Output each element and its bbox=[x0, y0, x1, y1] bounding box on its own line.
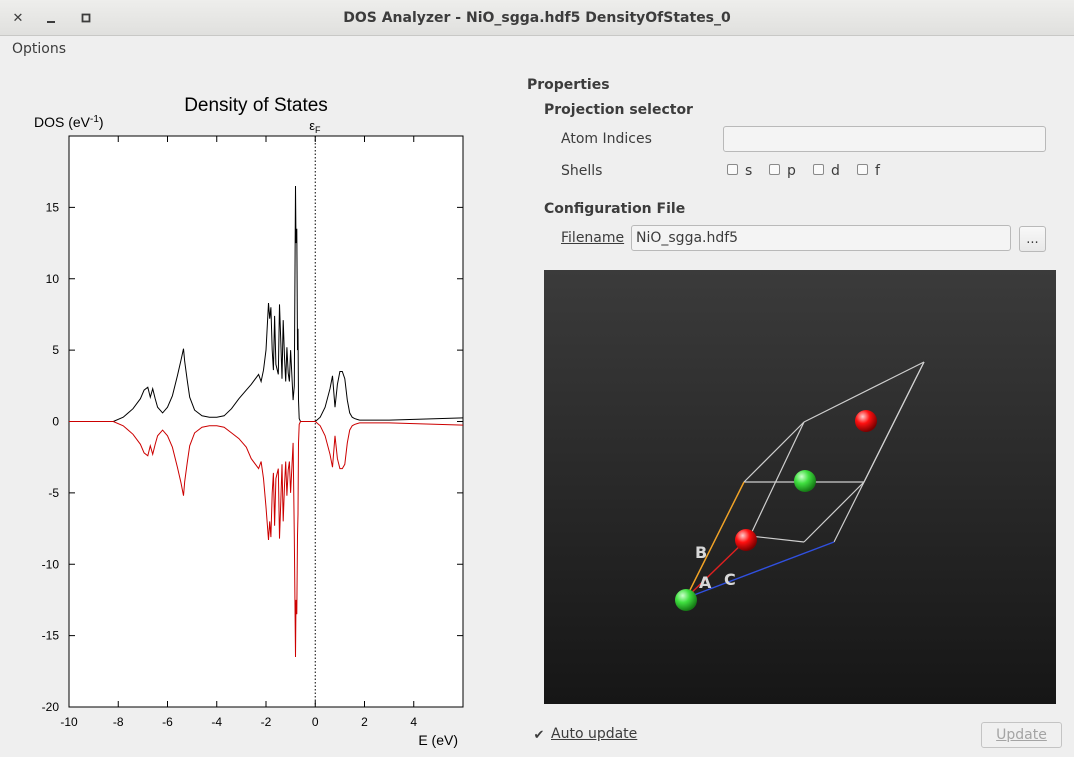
x-tick-label: 2 bbox=[361, 715, 368, 729]
o-atom bbox=[855, 410, 877, 432]
o-atom bbox=[735, 529, 757, 551]
shell-p-label: p bbox=[787, 163, 796, 179]
shells-label: Shells bbox=[561, 163, 603, 179]
y-tick-label: 10 bbox=[46, 272, 60, 286]
menu-bar: Options bbox=[0, 37, 1074, 63]
shell-d-checkbox[interactable] bbox=[813, 164, 824, 175]
cell-edge bbox=[749, 535, 805, 543]
window-title: DOS Analyzer - NiO_sgga.hdf5 DensityOfSt… bbox=[343, 10, 731, 26]
close-icon[interactable]: ✕ bbox=[12, 10, 24, 26]
x-tick-label: -2 bbox=[261, 715, 272, 729]
configuration-file-title: Configuration File bbox=[544, 201, 686, 217]
cell-edge bbox=[749, 421, 805, 537]
properties-title: Properties bbox=[527, 77, 610, 93]
y-tick-label: -20 bbox=[42, 700, 60, 714]
cell-edge bbox=[743, 421, 805, 483]
x-tick-label: -6 bbox=[162, 715, 173, 729]
title-bar: ✕ DOS Analyzer - NiO_sgga.hdf5 DensityOf… bbox=[0, 0, 1074, 36]
minimize-glyph-icon bbox=[47, 21, 55, 23]
structure-canvas: B A C bbox=[675, 361, 925, 611]
y-tick-label: 0 bbox=[52, 415, 59, 429]
ni-atom bbox=[675, 589, 697, 611]
dos-chart[interactable]: Density of States DOS (eV-1) εF E (eV) -… bbox=[0, 84, 500, 757]
filename-input[interactable] bbox=[631, 225, 1011, 251]
x-tick-label: -8 bbox=[113, 715, 124, 729]
update-button-label: Update bbox=[996, 727, 1047, 743]
fermi-label: εF bbox=[309, 118, 321, 135]
shell-s-checkbox[interactable] bbox=[727, 164, 738, 175]
projection-selector-title: Projection selector bbox=[544, 102, 693, 118]
y-tick-label: 5 bbox=[52, 343, 59, 357]
spin-down-series bbox=[69, 421, 464, 658]
axis-a-line bbox=[685, 539, 747, 599]
menu-options[interactable]: Options bbox=[12, 41, 67, 57]
axis-c-label: C bbox=[724, 570, 736, 589]
auto-update-label: Auto update bbox=[551, 726, 637, 742]
y-axis-label-sup: -1 bbox=[90, 114, 99, 125]
structure-viewer[interactable]: B A C bbox=[544, 270, 1056, 704]
cell-edge bbox=[803, 481, 865, 543]
shell-d-label: d bbox=[831, 163, 840, 179]
shell-p-checkbox[interactable] bbox=[769, 164, 780, 175]
y-axis-label-close: ) bbox=[99, 114, 104, 130]
shell-f-label: f bbox=[875, 163, 880, 179]
ni-atom bbox=[794, 470, 816, 492]
atom-indices-label: Atom Indices bbox=[561, 131, 652, 147]
axis-b-line bbox=[685, 481, 745, 599]
axis-c-line bbox=[685, 541, 835, 599]
cell-edge bbox=[833, 361, 925, 543]
x-tick-label: 0 bbox=[312, 715, 319, 729]
browse-button[interactable]: ... bbox=[1019, 226, 1046, 252]
minimize-icon[interactable] bbox=[42, 9, 60, 27]
cell-edge bbox=[803, 361, 925, 423]
update-button[interactable]: Update bbox=[981, 722, 1062, 748]
axis-b-label: B bbox=[695, 543, 707, 562]
y-tick-label: -15 bbox=[42, 629, 60, 643]
y-axis-label-main: DOS (eV bbox=[34, 114, 91, 130]
maximize-icon[interactable] bbox=[77, 9, 95, 27]
x-tick-label: -10 bbox=[60, 715, 78, 729]
filename-label: Filename bbox=[561, 230, 625, 246]
fermi-label-main: ε bbox=[309, 118, 315, 133]
fermi-label-sub: F bbox=[315, 125, 321, 135]
y-tick-label: 15 bbox=[46, 200, 60, 214]
plot-frame bbox=[68, 135, 464, 708]
y-tick-label: -5 bbox=[48, 486, 59, 500]
chart-title: Density of States bbox=[184, 95, 328, 116]
y-axis-label: DOS (eV-1) bbox=[34, 114, 104, 130]
auto-update-label-text: Auto update bbox=[551, 726, 638, 742]
shell-f-checkbox[interactable] bbox=[857, 164, 868, 175]
axis-a-label: A bbox=[699, 573, 712, 592]
auto-update-checkbox[interactable]: ✔ bbox=[533, 727, 545, 743]
atom-indices-input[interactable] bbox=[723, 126, 1046, 152]
x-axis-label: E (eV) bbox=[418, 732, 458, 748]
shell-s-label: s bbox=[745, 163, 753, 179]
spin-up-series bbox=[69, 185, 464, 422]
x-tick-label: -4 bbox=[211, 715, 222, 729]
x-tick-label: 4 bbox=[410, 715, 417, 729]
maximize-glyph-icon bbox=[81, 13, 91, 23]
y-tick-label: -10 bbox=[42, 557, 60, 571]
